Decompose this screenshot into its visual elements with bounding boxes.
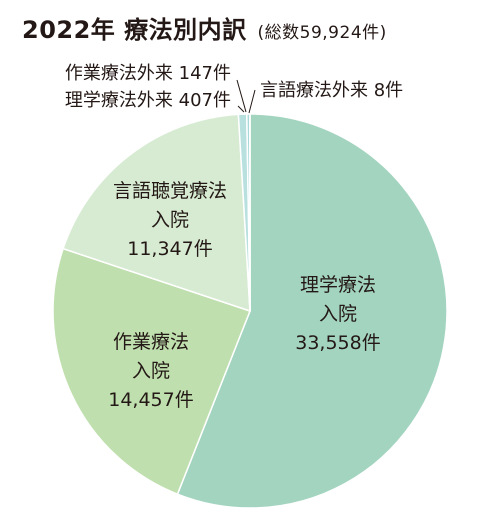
pie-slices (53, 114, 447, 508)
slice-label-line: 理学療法 (300, 274, 376, 296)
svg-text:2022年 療法別内訳 (総数59,924件: 2022年 療法別内訳 (総数59,924件) (22, 16, 387, 44)
slice-label-line: 33,558件 (295, 332, 380, 354)
leader-line-6 (249, 90, 255, 113)
leader-lines (237, 80, 255, 113)
chart-subtitle: (総数59,924件) (258, 23, 387, 43)
slice-label-line: 入院 (132, 360, 170, 382)
slice-label-line: 言語聴覚療法 (113, 180, 227, 202)
slice-label-5: 理学療法外来 407件 (65, 90, 231, 111)
leader-line-4 (237, 80, 246, 112)
chart-title-group: 2022年 療法別内訳 (総数59,924件) (22, 16, 387, 44)
chart-title: 2022年 療法別内訳 (22, 16, 247, 44)
slice-label-6: 言語療法外来 8件 (260, 80, 403, 101)
slice-label-line: 入院 (319, 303, 357, 325)
slice-label-line: 理学療法外来 407件 (65, 90, 231, 111)
slice-label-line: 作業療法 (113, 331, 189, 353)
slice-label-line: 14,457件 (108, 389, 193, 411)
slice-label-line: 入院 (151, 209, 189, 231)
slice-label-line: 11,347件 (127, 238, 212, 260)
leader-line-5 (238, 106, 244, 112)
slice-label-4: 作業療法外来 147件 (65, 63, 231, 84)
slice-label-line: 作業療法外来 147件 (65, 63, 231, 84)
slice-label-line: 言語療法外来 8件 (260, 80, 403, 101)
